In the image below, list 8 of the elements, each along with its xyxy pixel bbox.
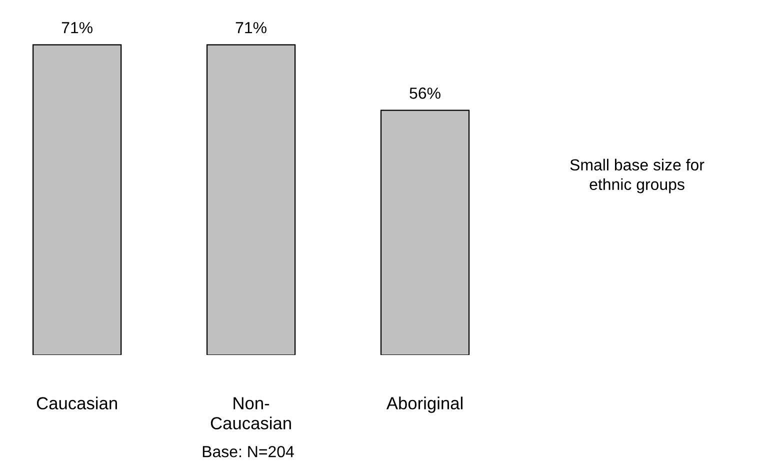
x-tick-label: Caucasian [36, 396, 117, 410]
data-label: 71% [62, 22, 92, 34]
text: Base: N=204 [202, 446, 294, 458]
data-label: 56% [410, 88, 440, 99]
text: Small base size for ethnic groups [570, 158, 704, 194]
data-label: 71% [236, 22, 266, 34]
x-tick-label: Non- Caucasian [210, 397, 291, 430]
x-tick-label: Aboriginal [386, 396, 462, 413]
